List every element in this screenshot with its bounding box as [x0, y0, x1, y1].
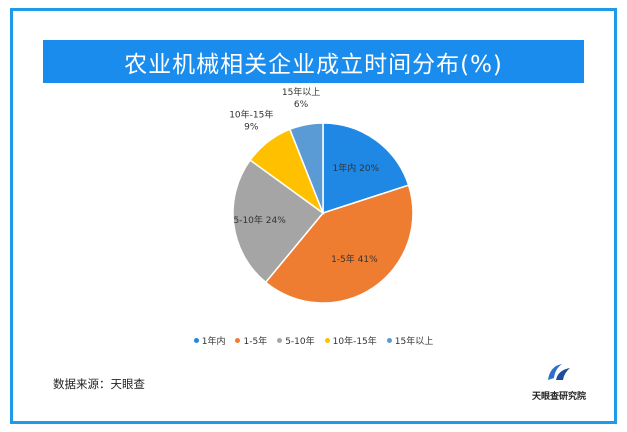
pie-slice	[288, 122, 324, 214]
legend-item: 1-5年	[235, 334, 267, 347]
legend-label: 1年内	[201, 337, 226, 347]
legend-item: 15年以上	[386, 334, 434, 347]
legend-label: 15年以上	[394, 337, 434, 347]
pie-slice	[322, 122, 410, 215]
legend-label: 5-10年	[285, 337, 315, 347]
slice-data-label: 5-10年 24%	[233, 214, 286, 226]
slice-data-label: 1-5年 41%	[331, 253, 378, 265]
legend: 1年内 1-5年 5-10年 10年-15年 15年以上	[0, 334, 627, 347]
pie-slice	[232, 159, 325, 284]
slice-data-label: 1年内 20%	[333, 162, 380, 174]
pie-slice	[264, 184, 414, 304]
logo-text: 天眼查研究院	[531, 392, 586, 402]
legend-item: 1年内	[193, 334, 226, 347]
legend-marker-icon	[386, 338, 392, 343]
legend-label: 10年-15年	[332, 337, 377, 347]
legend-marker-icon	[324, 338, 330, 343]
tianyancha-logo: 天眼查研究院	[524, 360, 594, 402]
slice-data-label: 10年-15年 9%	[229, 109, 273, 133]
legend-label: 1-5年	[243, 337, 268, 347]
data-source: 数据来源：天眼查	[53, 377, 145, 391]
legend-marker-icon	[277, 338, 283, 343]
slice-data-label: 15年以上 6%	[282, 86, 320, 110]
legend-marker-icon	[235, 338, 241, 343]
title-banner: 农业机械相关企业成立时间分布(%)	[43, 40, 584, 83]
logo-mark-icon	[548, 364, 570, 380]
legend-marker-icon	[193, 338, 199, 343]
legend-item: 10年-15年	[324, 334, 377, 347]
chart-title: 农业机械相关企业成立时间分布(%)	[124, 51, 503, 78]
legend-item: 5-10年	[277, 334, 315, 347]
